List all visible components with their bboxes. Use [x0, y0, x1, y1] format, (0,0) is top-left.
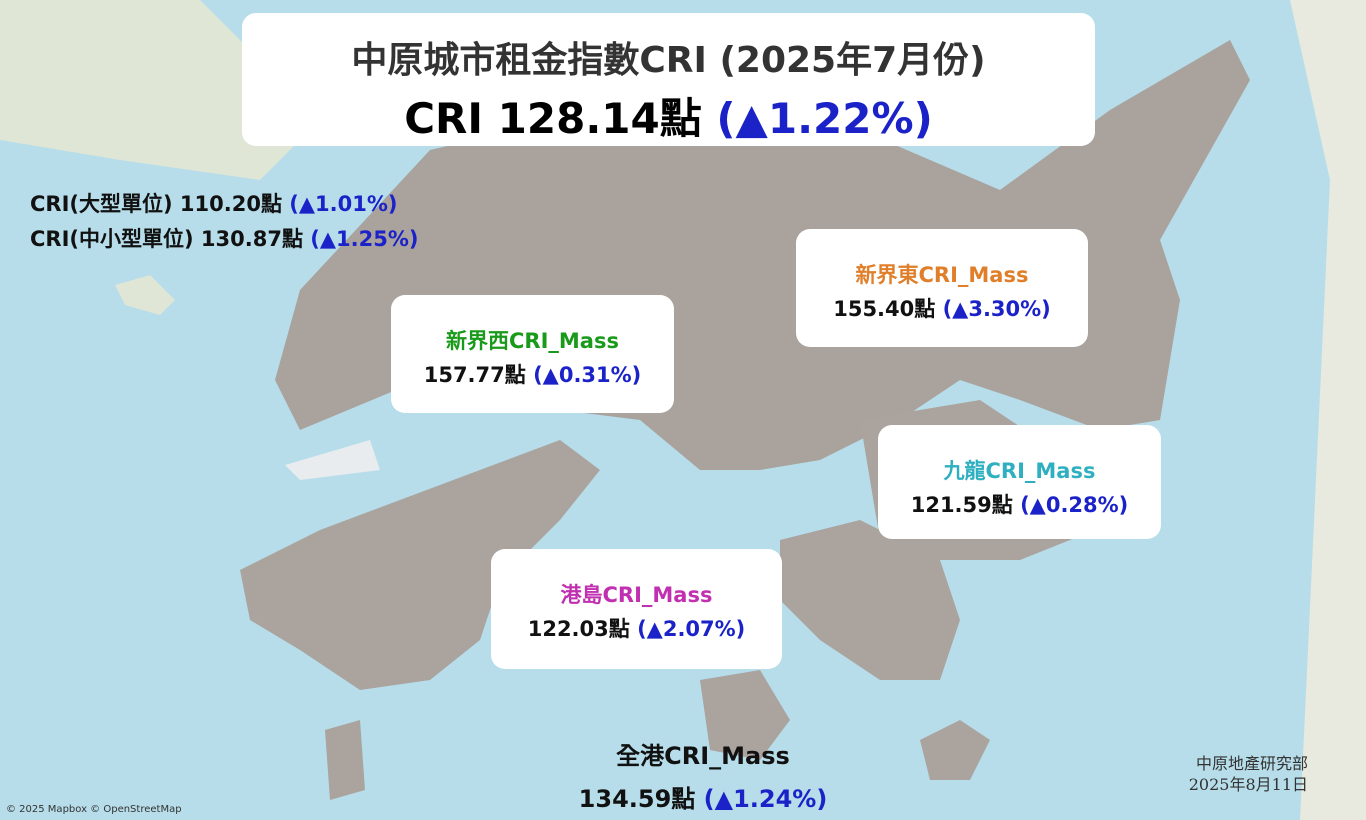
land-lantau: [240, 440, 600, 690]
change: (▲1.24%): [703, 785, 828, 813]
change: (▲1.22%): [716, 94, 933, 143]
change: (▲0.28%): [1020, 493, 1129, 517]
region-name: 新界東CRI_Mass: [855, 263, 1029, 287]
region-value: 122.03點 (▲2.07%): [491, 613, 782, 643]
attribution: © 2025 Mapbox © OpenStreetMap: [6, 804, 182, 815]
index: 121.59點: [910, 493, 1013, 517]
change: (▲1.01%): [289, 192, 398, 216]
side-row: CRI(大型單位) 110.20點 (▲1.01%): [30, 188, 397, 218]
index: 110.20點: [179, 192, 282, 216]
date: 2025年8月11日: [1188, 775, 1308, 794]
overall-name: 全港CRI_Mass: [616, 742, 790, 770]
source: 中原地產研究部: [1195, 754, 1308, 773]
region-value: 157.77點 (▲0.31%): [391, 359, 674, 389]
land-island: [920, 720, 990, 780]
land-hk-island: [780, 520, 960, 680]
land-shenzhen: [0, 0, 320, 180]
change: (▲0.31%): [533, 363, 642, 387]
airport: [285, 440, 380, 480]
change: (▲2.07%): [637, 617, 746, 641]
region-name: 港島CRI_Mass: [560, 583, 713, 607]
land-lamma: [700, 670, 790, 760]
land-island: [325, 720, 365, 800]
index: 157.77點: [423, 363, 526, 387]
region-name: 九龍CRI_Mass: [943, 459, 1096, 483]
region-name: 新界西CRI_Mass: [446, 329, 619, 353]
index: 122.03點: [527, 617, 630, 641]
index: 130.87點: [200, 227, 303, 251]
headline: CRI 128.14點 (▲1.22%): [242, 85, 1095, 146]
change: (▲1.25%): [310, 227, 419, 251]
region-box: 新界西CRI_Mass 157.77點 (▲0.31%): [391, 295, 674, 413]
land-mainland: [1210, 0, 1366, 820]
title-box: 中原城市租金指數CRI (2025年7月份) CRI 128.14點 (▲1.2…: [242, 13, 1095, 146]
change: (▲3.30%): [942, 297, 1051, 321]
index: 134.59點: [578, 785, 696, 813]
label: CRI(大型單位): [30, 192, 173, 216]
index: CRI 128.14點: [404, 94, 702, 143]
index: 155.40點: [833, 297, 936, 321]
overall-value: 134.59點 (▲1.24%): [503, 779, 903, 814]
label: CRI(中小型單位): [30, 227, 194, 251]
region-box: 港島CRI_Mass 122.03點 (▲2.07%): [491, 549, 782, 669]
region-box: 新界東CRI_Mass 155.40點 (▲3.30%): [796, 229, 1088, 347]
side-row: CRI(中小型單位) 130.87點 (▲1.25%): [30, 223, 418, 253]
region-box: 九龍CRI_Mass 121.59點 (▲0.28%): [878, 425, 1161, 539]
overall: 全港CRI_Mass 134.59點 (▲1.24%): [503, 736, 903, 814]
land-island: [115, 275, 175, 315]
region-value: 121.59點 (▲0.28%): [878, 489, 1161, 519]
region-value: 155.40點 (▲3.30%): [796, 293, 1088, 323]
title: 中原城市租金指數CRI (2025年7月份): [351, 40, 986, 81]
